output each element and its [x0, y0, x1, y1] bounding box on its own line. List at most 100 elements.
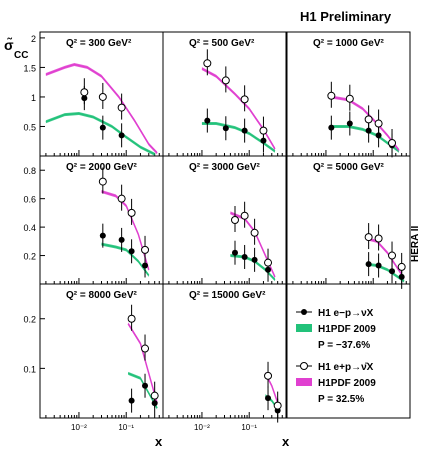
- eplus-point: [397, 262, 406, 271]
- y-axis-label-sub: CC: [14, 50, 28, 61]
- eplus-point: [264, 258, 273, 267]
- eplus-point: [127, 314, 136, 323]
- eminus-point: [204, 117, 211, 124]
- eminus-band: [45, 111, 155, 156]
- eplus-band: [365, 236, 405, 280]
- legend-label: H1PDF 2009: [318, 324, 376, 335]
- eminus-band: [128, 371, 158, 410]
- eplus-curve: [127, 323, 158, 404]
- eminus-curve: [331, 125, 400, 152]
- x-tick-label: 10⁻²: [194, 423, 210, 432]
- eplus-curve: [201, 67, 276, 150]
- y-tick-label: 0.2: [23, 315, 36, 325]
- eminus-point: [142, 262, 149, 269]
- panel-1: Q² = 500 GeV²: [168, 38, 283, 156]
- panel-2: Q² = 1000 GeV²: [292, 38, 407, 158]
- eminus-point: [99, 232, 106, 239]
- y-tick-label: 0.8: [23, 166, 36, 176]
- eplus-point: [141, 245, 150, 254]
- eplus-point: [98, 92, 107, 101]
- x-tick-label: 10⁻¹: [118, 423, 134, 432]
- x-tick-label: 10⁻¹: [241, 423, 257, 432]
- eminus-point: [118, 236, 125, 243]
- eminus-curve: [101, 243, 150, 276]
- y-tick-label: 0.4: [23, 223, 36, 233]
- eplus-point: [98, 177, 107, 186]
- legend-label: H1 e+p→ν̄X: [318, 362, 374, 373]
- eplus-point: [364, 115, 373, 124]
- panel-5: Q² = 5000 GeV²: [292, 162, 407, 289]
- eplus-point: [141, 344, 150, 353]
- y-tick-label: 0.1: [23, 364, 36, 374]
- y-axis-label: σ̃: [4, 36, 14, 53]
- eplus-point: [327, 91, 336, 100]
- panel-label: Q² = 500 GeV²: [189, 38, 255, 49]
- panel-6: Q² = 8000 GeV² 0.1 0.2: [23, 290, 160, 418]
- eplus-point: [250, 228, 259, 237]
- panel-label: Q² = 5000 GeV²: [313, 162, 385, 173]
- eplus-point: [388, 139, 397, 148]
- eminus-point: [241, 127, 248, 134]
- eplus-band: [101, 190, 149, 272]
- eplus-point: [240, 211, 249, 220]
- eplus-point: [240, 95, 249, 104]
- y-tick-label: 0.2: [23, 252, 36, 262]
- eminus-point: [128, 397, 135, 404]
- eminus-point: [99, 124, 106, 131]
- eplus-point: [80, 88, 89, 97]
- side-label: HERA II: [410, 225, 421, 262]
- eminus-point: [346, 120, 353, 127]
- x-axis-label: x: [282, 434, 290, 449]
- eplus-point: [150, 391, 159, 400]
- eplus-point: [127, 208, 136, 217]
- eminus-point: [142, 382, 149, 389]
- legend-marker-open: [300, 362, 308, 370]
- legend-band-magenta: [296, 378, 312, 386]
- eplus-point: [388, 251, 397, 260]
- eminus-point: [365, 261, 372, 268]
- y-tick-label: 1.5: [23, 63, 36, 73]
- panel-7: Q² = 15000 GeV²: [168, 290, 283, 423]
- panel-0: Q² = 300 GeV² 0.5 1 1.5 2: [23, 34, 160, 156]
- panel-3: Q² = 2000 GeV² 0.2 0.4 0.6 0.8: [23, 162, 160, 284]
- x-tick-label: 10⁻²: [71, 423, 87, 432]
- panel-label: Q² = 1000 GeV²: [313, 38, 385, 49]
- eplus-point: [117, 194, 126, 203]
- panel-label: Q² = 2000 GeV²: [66, 162, 138, 173]
- legend-label: P = 32.5%: [318, 394, 364, 405]
- eplus-point: [273, 401, 282, 410]
- y-tick-label: 0.5: [23, 122, 36, 132]
- eplus-point: [345, 94, 354, 103]
- eminus-point: [389, 268, 396, 275]
- x-axis-label: x: [155, 434, 163, 449]
- eplus-point: [264, 371, 273, 380]
- eminus-curve: [365, 263, 405, 282]
- eplus-curve: [45, 63, 158, 154]
- panel-label: Q² = 3000 GeV²: [189, 162, 261, 173]
- eplus-point: [203, 59, 212, 68]
- eplus-point: [374, 234, 383, 243]
- eplus-point: [374, 119, 383, 128]
- eplus-point: [364, 233, 373, 242]
- page-title: H1 Preliminary: [300, 9, 392, 24]
- y-tick-label: 0.6: [23, 195, 36, 205]
- eminus-point: [375, 262, 382, 269]
- y-tick-label: 2: [31, 34, 36, 44]
- eminus-band: [331, 124, 399, 153]
- legend-label: H1 e−p→νX: [318, 308, 374, 319]
- eminus-point: [251, 256, 258, 263]
- legend-label: P = −37.6%: [318, 340, 370, 351]
- eminus-point: [128, 248, 135, 255]
- legend-marker-filled: [301, 309, 307, 315]
- panel-4: Q² = 3000 GeV²: [168, 162, 283, 284]
- eminus-band: [201, 122, 275, 153]
- eminus-point: [118, 132, 125, 139]
- eminus-point: [222, 125, 229, 132]
- legend-label: H1PDF 2009: [318, 378, 376, 389]
- eminus-point: [265, 395, 272, 402]
- panel-label: Q² = 15000 GeV²: [189, 290, 266, 301]
- eplus-point: [230, 216, 239, 224]
- panel-label: Q² = 8000 GeV²: [66, 290, 138, 301]
- panel-label: Q² = 300 GeV²: [66, 38, 132, 49]
